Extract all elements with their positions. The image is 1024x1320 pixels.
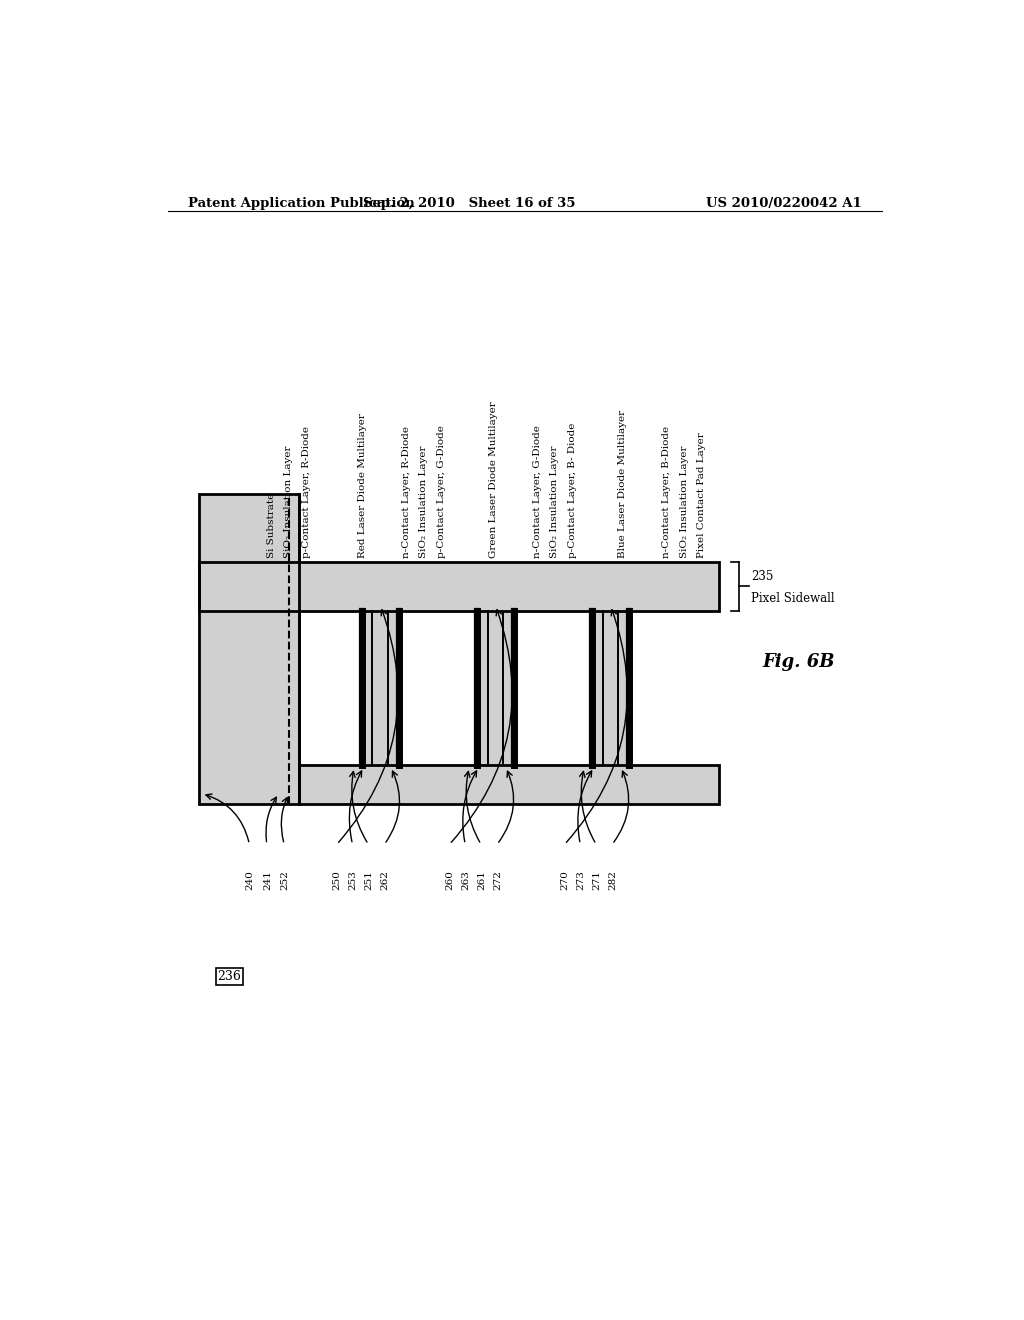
Bar <box>200 494 299 804</box>
Text: n-Contact Layer, B-Diode: n-Contact Layer, B-Diode <box>663 426 671 558</box>
Bar <box>299 766 719 804</box>
Text: Green Laser Diode Multilayer: Green Laser Diode Multilayer <box>489 401 498 558</box>
Bar <box>299 766 719 804</box>
Text: 252: 252 <box>281 870 290 890</box>
Text: 250: 250 <box>333 870 342 890</box>
Text: Patent Application Publication: Patent Application Publication <box>187 197 415 210</box>
Text: 236: 236 <box>218 970 242 983</box>
Text: Blue Laser Diode Multilayer: Blue Laser Diode Multilayer <box>618 409 628 558</box>
Bar <box>362 611 398 766</box>
Text: 273: 273 <box>577 870 586 890</box>
Text: p-Contact Layer, B- Diode: p-Contact Layer, B- Diode <box>567 422 577 558</box>
Text: 272: 272 <box>494 870 502 890</box>
Text: n-Contact Layer, R-Diode: n-Contact Layer, R-Diode <box>401 426 411 558</box>
Text: 262: 262 <box>380 870 389 890</box>
Bar <box>592 611 629 766</box>
Text: Si Substrate: Si Substrate <box>267 492 275 558</box>
Text: n-Contact Layer, G-Diode: n-Contact Layer, G-Diode <box>532 425 542 558</box>
Bar <box>477 611 514 766</box>
Bar <box>200 562 719 611</box>
Text: Red Laser Diode Multilayer: Red Laser Diode Multilayer <box>358 413 368 558</box>
Text: SiO₂ Insulation Layer: SiO₂ Insulation Layer <box>680 445 688 558</box>
Text: 270: 270 <box>560 870 569 890</box>
Text: 282: 282 <box>608 870 617 890</box>
Bar <box>364 611 397 766</box>
Text: 261: 261 <box>477 870 486 890</box>
Text: 271: 271 <box>592 870 601 890</box>
Text: SiO₂ Insulation Layer: SiO₂ Insulation Layer <box>285 445 293 558</box>
Text: 260: 260 <box>445 870 455 890</box>
Text: 263: 263 <box>461 870 470 890</box>
Text: p-Contact Layer, G-Diode: p-Contact Layer, G-Diode <box>436 425 445 558</box>
Text: p-Contact Layer, R-Diode: p-Contact Layer, R-Diode <box>302 426 311 558</box>
Text: Sep. 2, 2010   Sheet 16 of 35: Sep. 2, 2010 Sheet 16 of 35 <box>362 197 575 210</box>
Text: 235: 235 <box>751 570 773 582</box>
Text: 251: 251 <box>365 870 374 890</box>
Text: Fig. 6B: Fig. 6B <box>763 652 836 671</box>
Text: Pixel Sidewall: Pixel Sidewall <box>751 591 835 605</box>
Text: SiO₂ Insulation Layer: SiO₂ Insulation Layer <box>550 445 559 558</box>
Bar <box>200 494 299 804</box>
Text: 241: 241 <box>263 870 272 890</box>
Text: Pixel Contact Pad Layer: Pixel Contact Pad Layer <box>697 432 706 558</box>
Bar <box>200 562 719 611</box>
Text: 253: 253 <box>348 870 357 890</box>
Bar <box>479 611 512 766</box>
Text: US 2010/0220042 A1: US 2010/0220042 A1 <box>707 197 862 210</box>
Text: SiO₂ Insulation Layer: SiO₂ Insulation Layer <box>419 445 428 558</box>
Bar <box>594 611 627 766</box>
Text: 240: 240 <box>246 870 254 890</box>
